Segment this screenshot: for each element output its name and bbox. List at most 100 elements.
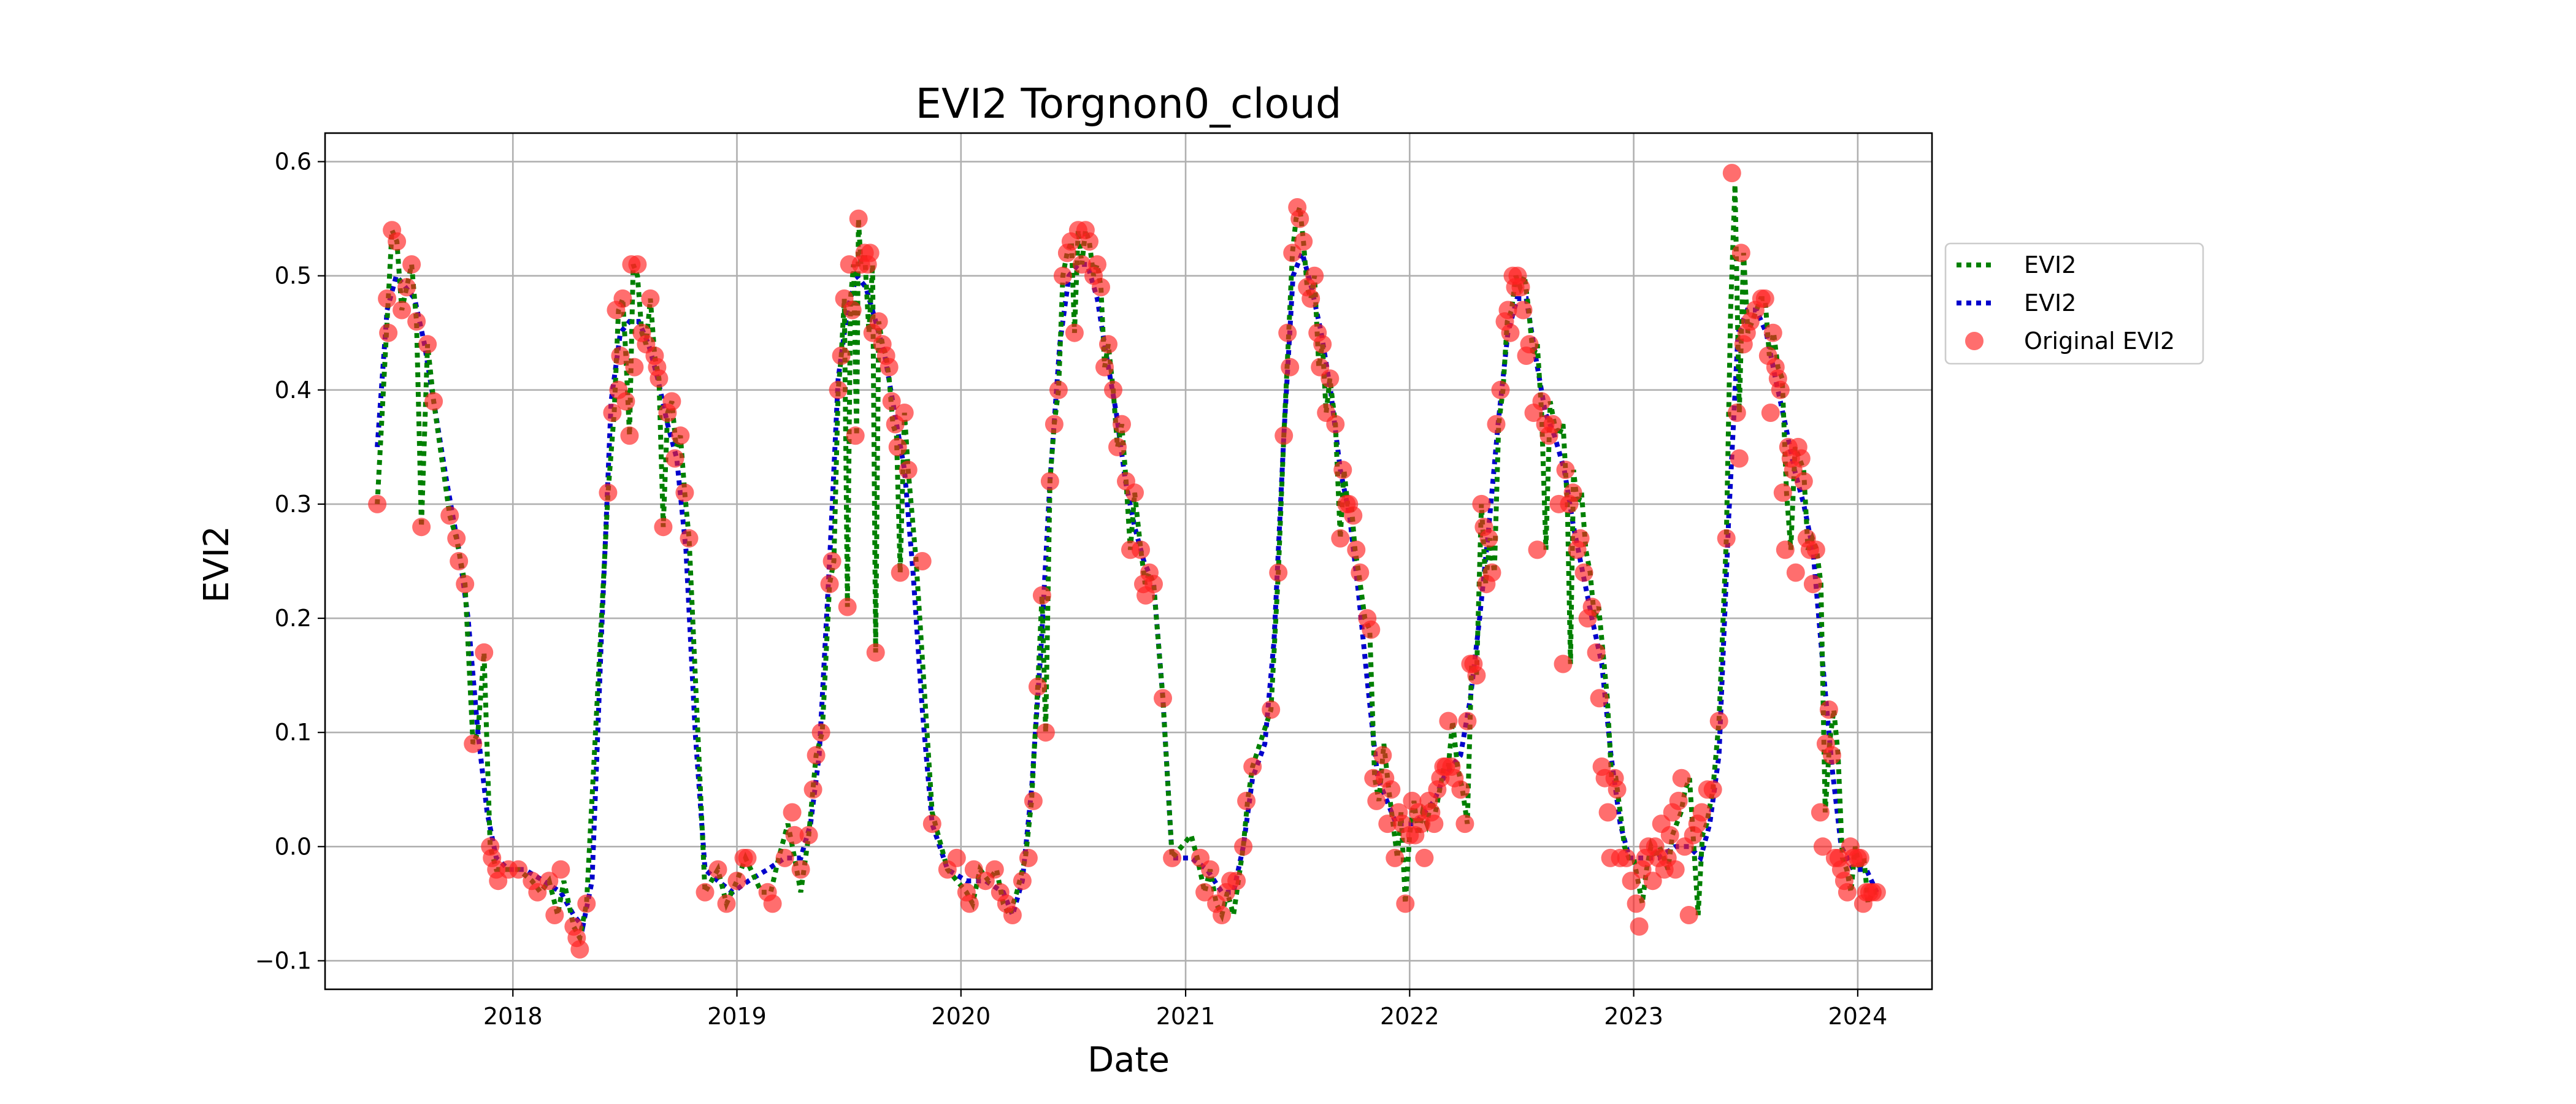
original-evi2-marker (1425, 815, 1444, 834)
original-evi2-marker (1243, 757, 1262, 776)
original-evi2-marker (1227, 872, 1246, 891)
original-evi2-marker (1019, 848, 1038, 867)
original-evi2-marker (528, 883, 547, 902)
original-evi2-marker (1850, 848, 1869, 867)
original-evi2-marker (613, 289, 632, 308)
original-evi2-marker (1269, 563, 1288, 582)
original-evi2-marker (1571, 529, 1590, 548)
original-evi2-marker (1467, 666, 1486, 685)
legend-label-original-evi2: Original EVI2 (2024, 328, 2175, 355)
original-evi2-marker (1095, 358, 1114, 377)
original-evi2-marker (570, 940, 589, 959)
original-evi2-marker (665, 449, 684, 468)
original-evi2-marker (861, 243, 880, 263)
original-evi2-marker (1344, 506, 1363, 525)
legend-label-evi2-green: EVI2 (2024, 251, 2076, 278)
original-evi2-marker (1053, 266, 1072, 285)
original-evi2-marker (680, 529, 699, 548)
original-evi2-marker (1331, 529, 1350, 548)
x-tick-label: 2019 (707, 1003, 767, 1030)
original-evi2-marker (654, 518, 673, 537)
original-evi2-marker (1195, 883, 1214, 902)
original-evi2-marker (456, 575, 475, 594)
original-evi2-marker (822, 552, 841, 570)
original-evi2-marker (650, 369, 669, 388)
original-evi2-marker (1692, 803, 1711, 822)
original-evi2-marker (402, 255, 421, 274)
original-evi2-marker (1275, 426, 1294, 445)
original-evi2-marker (625, 358, 644, 377)
legend-label-evi2-blue: EVI2 (2024, 289, 2076, 316)
original-evi2-marker (1163, 848, 1182, 867)
original-evi2-marker (1396, 894, 1415, 913)
y-axis-label: EVI2 (197, 526, 237, 603)
original-evi2-marker (1491, 380, 1510, 399)
original-evi2-marker (807, 746, 826, 765)
original-evi2-marker (407, 312, 426, 331)
original-evi2-marker (1528, 540, 1547, 559)
original-evi2-marker (895, 404, 914, 422)
original-evi2-marker (1727, 404, 1746, 422)
original-evi2-marker (641, 289, 660, 308)
original-evi2-marker (785, 826, 804, 845)
original-evi2-marker (1556, 461, 1575, 480)
original-evi2-marker (1514, 301, 1533, 320)
original-evi2-marker (832, 347, 851, 365)
original-evi2-marker (1455, 815, 1474, 834)
original-evi2-marker (775, 848, 794, 867)
original-evi2-marker (1326, 415, 1345, 434)
x-tick-label: 2020 (931, 1003, 991, 1030)
original-evi2-marker (696, 883, 715, 902)
y-tick-label: 0.3 (275, 491, 312, 518)
original-evi2-markers (368, 164, 1886, 959)
y-tick-label: 0.6 (275, 148, 312, 175)
original-evi2-marker (869, 312, 888, 331)
original-evi2-marker (1144, 575, 1163, 594)
original-evi2-marker (1104, 380, 1122, 399)
original-evi2-marker (1237, 791, 1256, 810)
original-evi2-marker (551, 860, 570, 879)
x-tick-label: 2021 (1156, 1003, 1216, 1030)
original-evi2-marker (1554, 654, 1573, 673)
original-evi2-marker (1590, 689, 1609, 708)
original-evi2-marker (1771, 380, 1790, 399)
original-evi2-marker (450, 552, 469, 570)
original-evi2-marker (922, 815, 941, 834)
original-evi2-marker (1660, 826, 1679, 845)
original-evi2-marker (540, 872, 559, 891)
original-evi2-marker (783, 803, 802, 822)
original-evi2-marker (1520, 335, 1539, 354)
original-evi2-marker (1458, 711, 1477, 730)
original-evi2-marker (1278, 323, 1297, 342)
original-evi2-marker (1679, 906, 1698, 924)
original-evi2-marker (464, 734, 483, 753)
original-evi2-marker (440, 506, 459, 525)
original-evi2-marker (1511, 278, 1530, 297)
original-evi2-marker (1378, 815, 1397, 834)
original-evi2-marker (1666, 860, 1685, 879)
original-evi2-marker (1262, 700, 1281, 719)
original-evi2-marker (1806, 540, 1825, 559)
original-evi2-marker (1451, 780, 1470, 799)
original-evi2-marker (412, 518, 431, 537)
original-evi2-marker (1627, 894, 1646, 913)
x-tick-label: 2022 (1380, 1003, 1439, 1030)
original-evi2-marker (1415, 848, 1434, 867)
original-evi2-marker (1321, 369, 1340, 388)
original-evi2-marker (846, 426, 865, 445)
original-evi2-marker (1088, 255, 1106, 274)
original-evi2-marker (1582, 597, 1601, 616)
original-evi2-marker (1003, 906, 1022, 924)
original-evi2-marker (1587, 643, 1606, 662)
original-evi2-marker (1755, 289, 1774, 308)
original-evi2-marker (1347, 540, 1366, 559)
original-evi2-marker (577, 894, 596, 913)
original-evi2-marker (603, 404, 622, 422)
y-tick-label: 0.2 (275, 605, 312, 632)
original-evi2-marker (1630, 917, 1649, 936)
original-evi2-marker (947, 848, 966, 867)
original-evi2-marker (738, 848, 757, 867)
x-axis-label: Date (1087, 1040, 1170, 1080)
original-evi2-marker (1032, 586, 1051, 605)
